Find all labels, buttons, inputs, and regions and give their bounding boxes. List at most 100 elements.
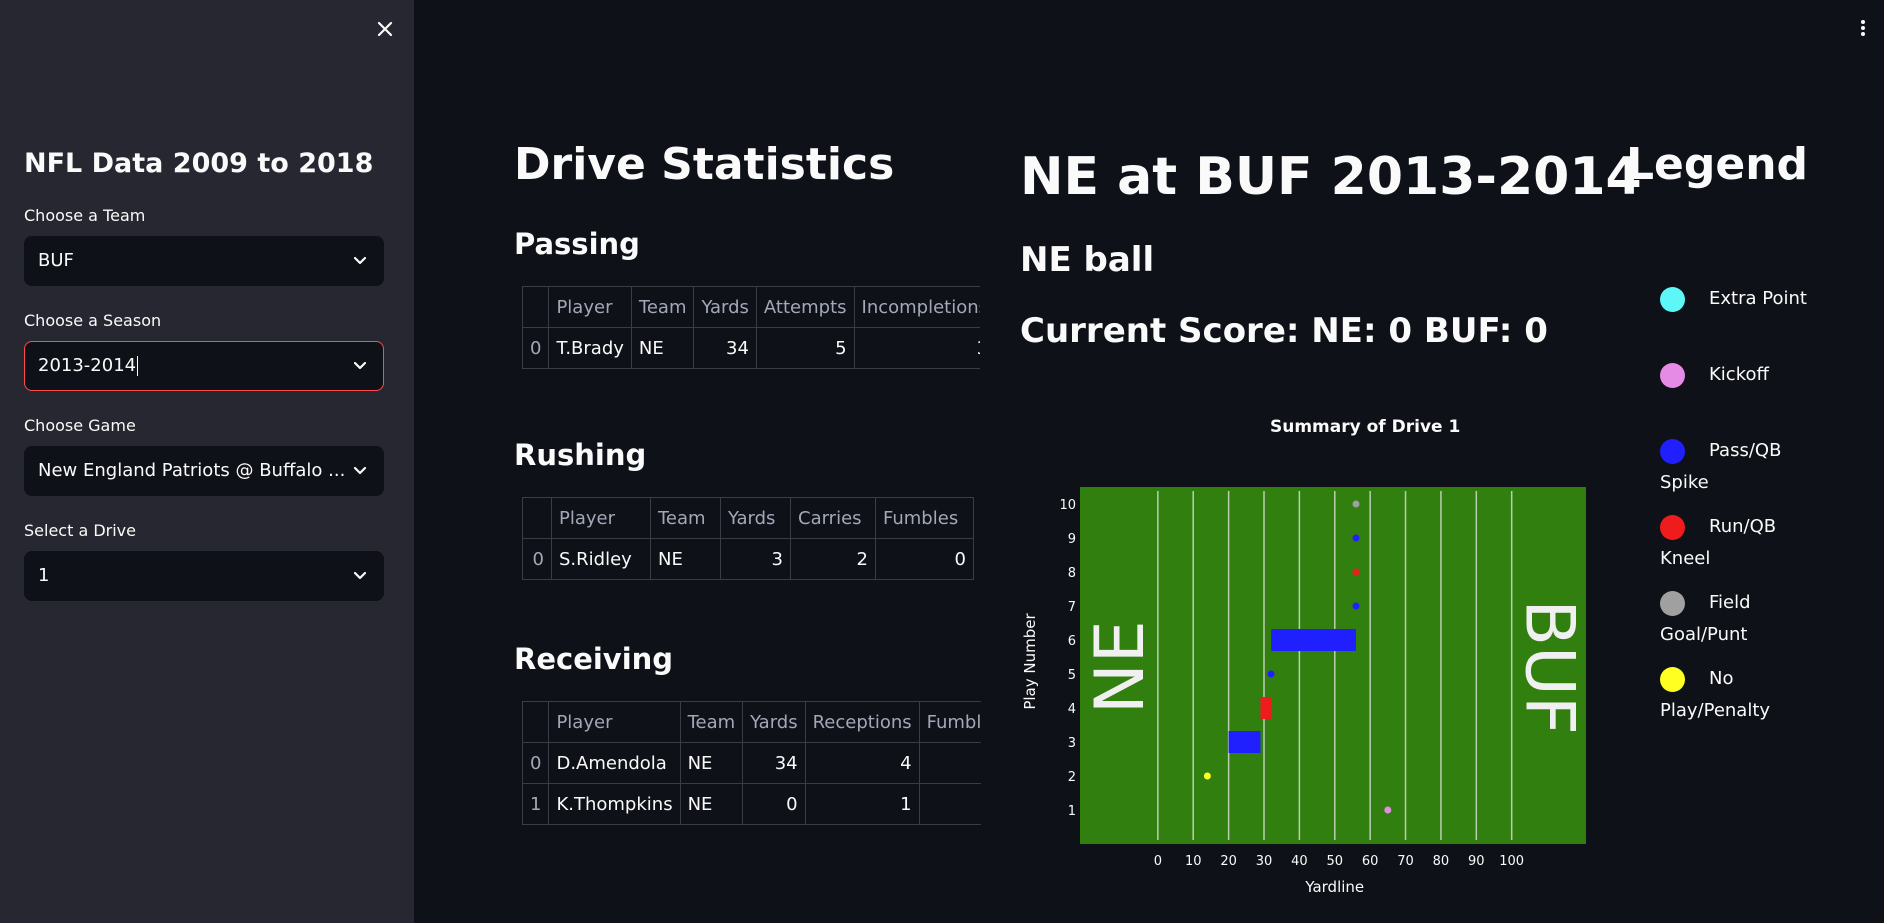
index-header xyxy=(522,701,550,743)
column-header: Receptions xyxy=(804,701,920,743)
receiving-title: Receiving xyxy=(514,642,674,676)
column-header: Player xyxy=(548,286,632,328)
legend-label: Pass/QB Spike xyxy=(1660,440,1782,493)
chevron-down-icon xyxy=(353,466,367,475)
team-cell: NE xyxy=(679,783,744,825)
rushing-title: Rushing xyxy=(514,438,647,472)
y-tick-label: 9 xyxy=(1068,532,1076,547)
drive-statistics-title: Drive Statistics xyxy=(514,139,895,190)
chevron-down-icon xyxy=(353,256,367,265)
column-header: Carries xyxy=(790,497,876,539)
play-bar xyxy=(1260,697,1272,719)
x-tick-label: 90 xyxy=(1468,854,1485,869)
receptions-cell: 1 xyxy=(804,783,920,825)
legend-label: Field Goal/Punt xyxy=(1660,592,1751,645)
possession-text: NE ball xyxy=(1020,240,1155,280)
fumbles-cell: 0 xyxy=(875,538,974,580)
y-tick-label: 3 xyxy=(1068,736,1076,751)
season-select-value: 2013-2014 xyxy=(38,355,137,376)
legend-title: Legend xyxy=(1626,139,1809,190)
x-tick-label: 10 xyxy=(1185,854,1202,869)
play-point xyxy=(1267,670,1275,678)
yards-cell: 3 xyxy=(720,538,791,580)
rushing-table: Player Team Yards Carries Fumbles 0 S.Ri… xyxy=(522,497,974,580)
column-header: Team xyxy=(630,286,695,328)
close-icon xyxy=(377,21,393,37)
main-menu-button[interactable] xyxy=(1860,18,1866,40)
y-tick-label: 5 xyxy=(1068,668,1076,683)
legend-label: Run/QB Kneel xyxy=(1660,516,1777,569)
y-tick-label: 7 xyxy=(1068,600,1076,615)
y-tick-label: 6 xyxy=(1068,634,1076,649)
game-select[interactable]: New England Patriots @ Buffalo ... xyxy=(24,446,384,496)
passing-title: Passing xyxy=(514,227,640,261)
drive-select[interactable]: 1 xyxy=(24,551,384,601)
x-tick-label: 50 xyxy=(1326,854,1343,869)
table-row: 1 K.Thompkins NE 0 1 0 xyxy=(522,783,981,825)
game-label: Choose Game xyxy=(24,416,136,435)
legend-item: Kickoff xyxy=(1660,359,1810,391)
legend-dot-icon xyxy=(1660,515,1685,540)
play-point xyxy=(1352,602,1360,610)
season-select[interactable]: 2013-2014 xyxy=(24,341,384,391)
receiving-table: Player Team Yards Receptions Fumbles 0 D… xyxy=(522,701,981,825)
x-tick-label: 40 xyxy=(1291,854,1308,869)
play-point xyxy=(1352,568,1360,576)
end-zone-right-label: BUF xyxy=(1510,599,1589,735)
table-row: 0 S.Ridley NE 3 2 0 xyxy=(522,538,974,580)
receiving-table-wrap[interactable]: Player Team Yards Receptions Fumbles 0 D… xyxy=(522,701,981,828)
chevron-down-icon xyxy=(353,361,367,370)
legend-item: No Play/Penalty xyxy=(1660,663,1810,727)
play-point xyxy=(1352,534,1360,542)
legend-item: Extra Point xyxy=(1660,283,1810,315)
team-cell: NE xyxy=(679,742,744,784)
play-bar xyxy=(1271,629,1356,651)
play-point xyxy=(1203,772,1211,780)
drive-label: Select a Drive xyxy=(24,521,136,540)
column-header: Team xyxy=(650,497,721,539)
row-index: 0 xyxy=(522,742,550,784)
team-select-value: BUF xyxy=(38,250,74,271)
x-tick-label: 0 xyxy=(1154,854,1162,869)
column-header: Attempts xyxy=(755,286,855,328)
yards-cell: 34 xyxy=(693,327,757,369)
team-select[interactable]: BUF xyxy=(24,236,384,286)
close-sidebar-button[interactable] xyxy=(372,16,398,42)
legend-item: Run/QB Kneel xyxy=(1660,511,1810,575)
play-point xyxy=(1352,500,1360,508)
column-header: Incompletions xyxy=(853,286,980,328)
x-tick-label: 70 xyxy=(1397,854,1414,869)
column-header: Yards xyxy=(720,497,791,539)
player-cell: K.Thompkins xyxy=(548,783,681,825)
field-background xyxy=(1080,487,1586,844)
end-zone-left-label: NE xyxy=(1081,620,1160,714)
yards-cell: 0 xyxy=(742,783,806,825)
carries-cell: 2 xyxy=(790,538,876,580)
index-header xyxy=(522,286,550,328)
team-cell: NE xyxy=(650,538,721,580)
drive-summary-chart: 0 10 20 30 40 50 60 70 80 90 100 1 2 3 4 5 6 7 8 9 10 NE BUF Ya… xyxy=(1021,487,1589,896)
y-axis-label: Play Number xyxy=(1021,613,1039,710)
rushing-table-wrap[interactable]: Player Team Yards Carries Fumbles 0 S.Ri… xyxy=(522,497,974,583)
attempts-cell: 5 xyxy=(755,327,855,369)
y-tick-label: 4 xyxy=(1068,702,1076,717)
team-label: Choose a Team xyxy=(24,206,146,225)
legend-label: No Play/Penalty xyxy=(1660,668,1771,721)
game-select-value: New England Patriots @ Buffalo ... xyxy=(38,460,346,481)
x-tick-label: 60 xyxy=(1362,854,1379,869)
column-header: Fumbles xyxy=(918,701,981,743)
column-header: Player xyxy=(551,497,651,539)
column-header: Yards xyxy=(693,286,757,328)
row-index: 0 xyxy=(522,327,550,369)
row-index: 0 xyxy=(522,538,552,580)
yards-cell: 34 xyxy=(742,742,806,784)
player-cell: T.Brady xyxy=(548,327,632,369)
team-cell: NE xyxy=(630,327,695,369)
fumbles-cell: 0 xyxy=(918,783,981,825)
table-row: 0 T.Brady NE 34 5 3 xyxy=(522,327,980,369)
column-header: Player xyxy=(548,701,681,743)
legend-item: Pass/QB Spike xyxy=(1660,435,1810,499)
passing-table-wrap[interactable]: Player Team Yards Attempts Incompletions… xyxy=(522,286,980,372)
play-bar xyxy=(1228,731,1261,753)
legend-label: Kickoff xyxy=(1709,364,1769,385)
